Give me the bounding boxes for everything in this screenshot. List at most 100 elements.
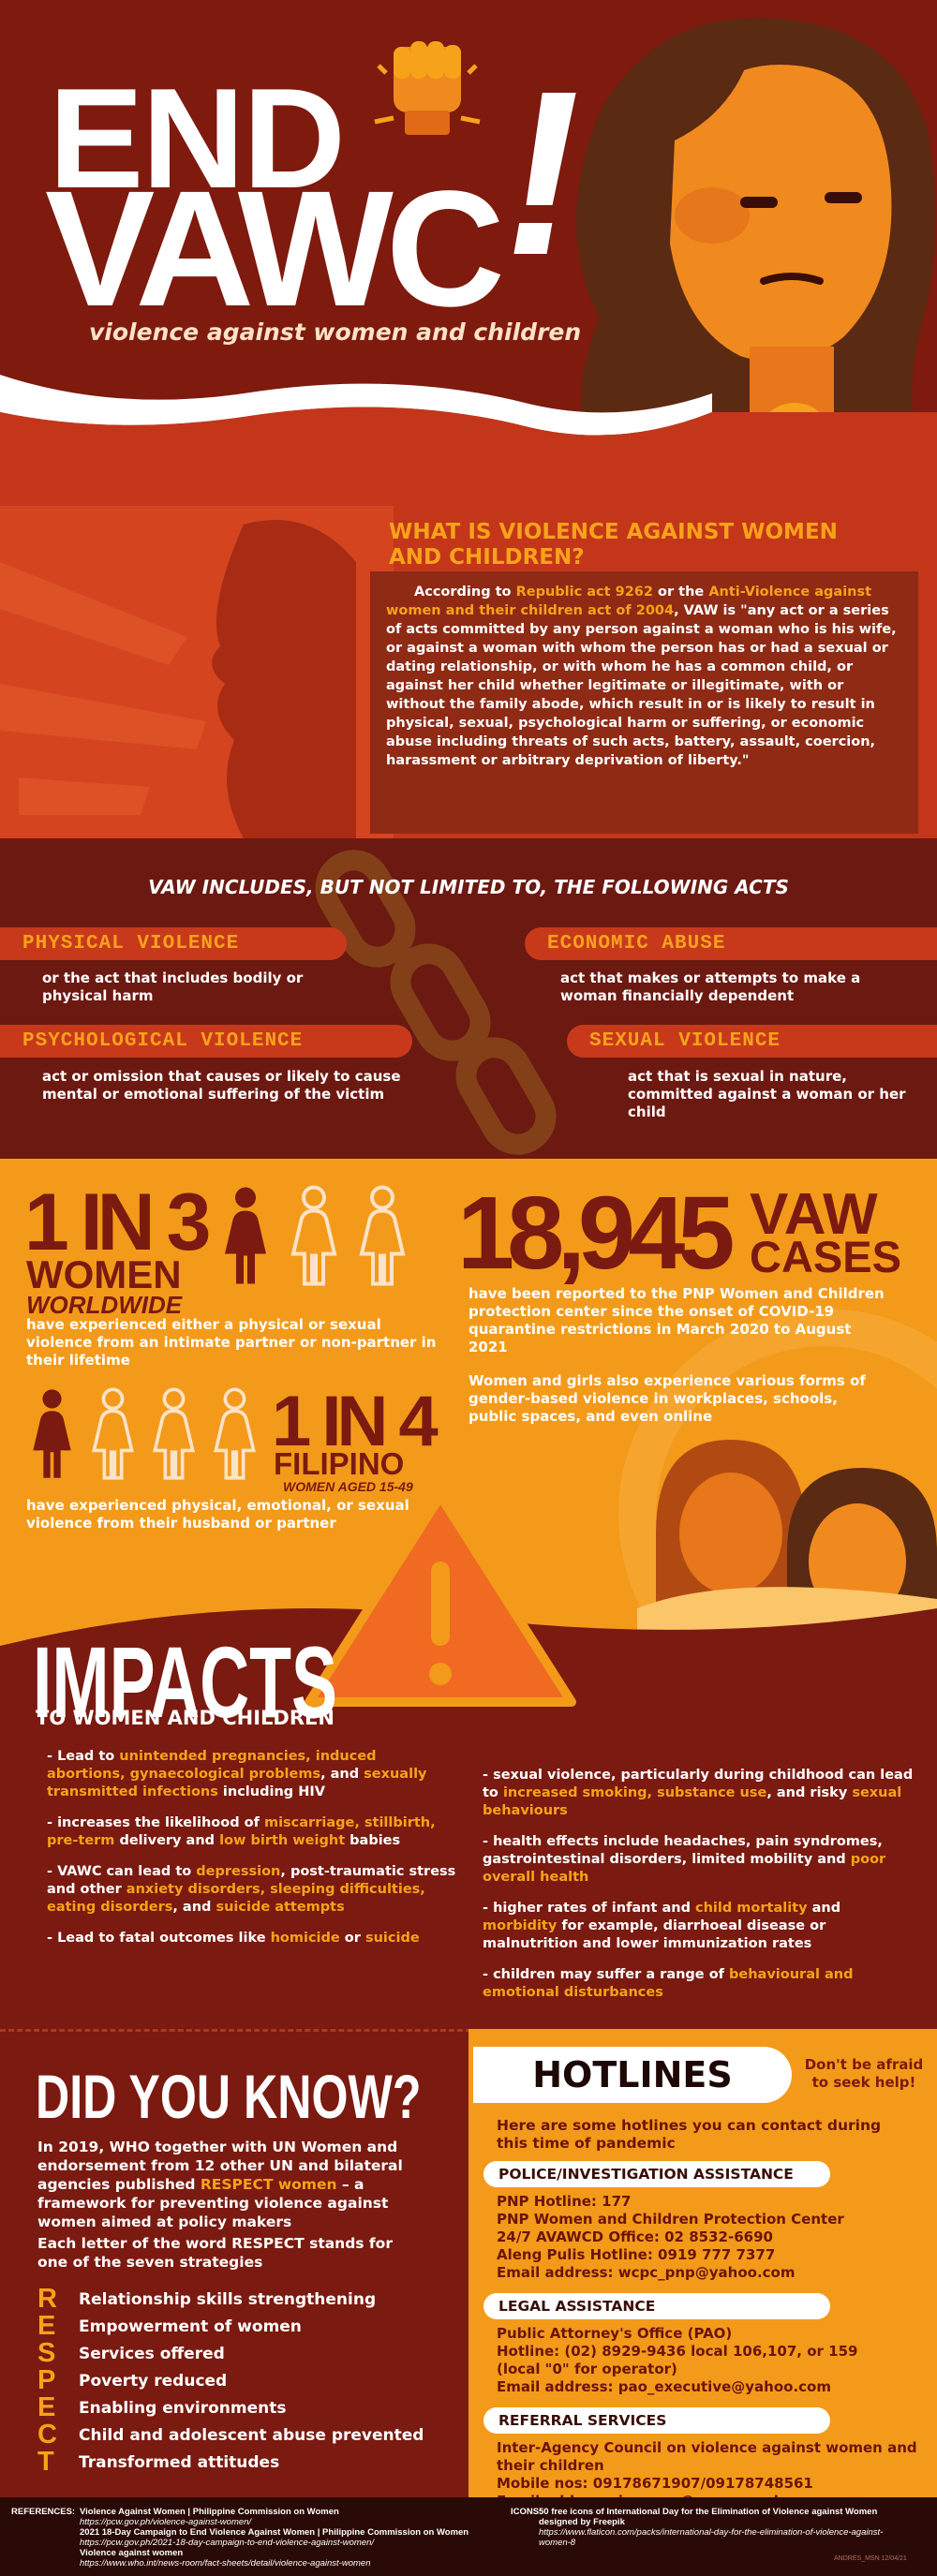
respect-letter: E [37,2392,56,2422]
reference-title: Violence against women [80,2548,184,2558]
stat-note: Women and girls also experience various … [468,1372,866,1425]
stats-bg [0,1159,937,1721]
highlight: sexually transmitted infections [47,1767,427,1799]
act-title: PHYSICAL VIOLENCE [0,927,347,960]
respect-text: Services offered [79,2344,225,2363]
reference-url: https://pcw.gov.ph/violence-against-wome… [80,2517,252,2527]
hotline-line: Public Attorney's Office (PAO) [497,2325,733,2342]
icons-title: 50 free icons of International Day for t… [539,2507,878,2527]
text-segment: and [807,1901,841,1916]
impact-bullet: - health effects include headaches, pain… [483,1833,914,1887]
act-description: act that is sexual in nature, committed … [628,1068,906,1120]
hotline-line: 24/7 AVAWCD Office: 02 8532-6690 [497,2228,773,2245]
stat-number: 18,945 [457,1176,735,1291]
respect-letter: T [37,2447,54,2477]
highlight: RESPECT women [200,2176,337,2193]
highlight: behavioural and emotional disturbances [483,1967,854,2000]
hotline-sections: POLICE/INVESTIGATION ASSISTANCE PNP Hotli… [483,2150,918,2510]
reference-url: https://www.who.int/news-room/fact-sheet… [80,2558,371,2569]
hotlines-intro: Here are some hotlines you can contact d… [497,2117,882,2152]
hotline-line: Email address: wcpc_pnp@yahoo.com [497,2264,796,2281]
stat-scope: WOMEN AGED 15-49 [283,1479,413,1494]
highlight: suicide [364,1931,420,1946]
stat-description: have been reported to the PNP Women and … [468,1285,885,1355]
text-segment: - Lead to [47,1749,120,1764]
act-description: or the act that includes bodily or physi… [42,970,304,1004]
title-line-2: VAWC [45,157,505,341]
text-segment: - Lead to fatal outcomes like [47,1931,271,1946]
act-title: SEXUAL VIOLENCE [567,1025,937,1058]
reference-title: 2021 18-Day Campaign to End Violence Aga… [80,2527,469,2538]
impact-bullet: - higher rates of infant and child morta… [483,1900,914,1953]
respect-letter: R [37,2284,57,2314]
highlight: anxiety disorders, sleeping difficulties… [47,1882,425,1915]
respect-text: Transformed attitudes [79,2452,280,2472]
act-description: act that makes or attempts to make a wom… [560,970,861,1004]
text-segment: - VAWC can lead to [47,1864,197,1879]
respect-text: Child and adolescent abuse prevented [79,2425,424,2445]
respect-row: E Enabling environments [37,2392,459,2422]
highlight: unintended pregnancies, induced abortion… [47,1749,377,1782]
signature: ANDRES_MSN 12/04/21 [834,2555,907,2562]
highlight: low birth weight [219,1833,346,1848]
text-segment: delivery and [114,1833,220,1848]
impact-bullet: - increases the likelihood of miscarriag… [47,1814,459,1850]
highlight: suicide attempts [216,1900,345,1915]
impact-bullet: - VAWC can lead to depression, post-trau… [47,1863,459,1917]
stat-label: VAW [750,1182,878,1247]
respect-text: Enabling environments [79,2398,287,2418]
acts-heading: VAW INCLUDES, BUT NOT LIMITED TO, THE FO… [148,876,789,898]
definition-heading: WHAT IS VIOLENCE AGAINST WOMEN AND CHILD… [389,520,838,570]
respect-letter: S [37,2338,56,2368]
hotline-section-title: REFERRAL SERVICES [483,2407,830,2434]
respect-row: P Poverty reduced [37,2365,459,2395]
respect-text: Relationship skills strengthening [79,2289,377,2309]
impacts-bg [0,1721,937,2030]
impact-bullet: - children may suffer a range of behavio… [483,1966,914,2002]
footer: REFERENCES: Violence Against Women | Phi… [0,2497,937,2576]
text-segment: , and [172,1900,216,1915]
header-art [0,0,937,506]
text-segment: including HIV [217,1784,325,1799]
respect-text: Poverty reduced [79,2371,228,2391]
hotline-section-title: POLICE/INVESTIGATION ASSISTANCE [483,2161,830,2187]
stat-description: have experienced either a physical or se… [26,1316,437,1369]
highlight: Anti-Violence against women and their ch… [386,585,872,618]
highlight: homicide [270,1931,340,1946]
respect-row: S Services offered [37,2338,459,2368]
stat-scope: WORLDWIDE [26,1291,183,1319]
text-segment: - children may suffer a range of [483,1967,730,1982]
text-segment: - higher rates of infant and [483,1901,696,1916]
highlight: poor overall health [483,1852,886,1885]
text-segment: - health effects include headaches, pain… [483,1834,883,1867]
respect-letter: P [37,2365,56,2395]
references: Violence Against Women | Philippine Comm… [80,2507,511,2569]
highlight: child mortality [695,1901,808,1916]
text-segment: or [339,1931,365,1946]
impacts-title: IMPACTS [33,1625,338,1739]
hotline-line: (local "0" for operator) [497,2361,677,2377]
subtitle: violence against women and children [89,318,582,346]
icons-label: ICONS: [511,2507,543,2517]
text-segment: , post-traumatic stress and other [47,1864,456,1897]
highlight: increased smoking, substance use [502,1785,767,1800]
act-title: ECONOMIC ABUSE [525,927,937,960]
did-you-know-intro: Each letter of the word RESPECT stands f… [37,2235,393,2271]
text-segment: babies [345,1833,401,1848]
text-segment: - sexual violence, particularly during c… [483,1768,914,1800]
impact-bullet: - Lead to fatal outcomes like homicide o… [47,1930,459,1947]
stat-group: FILIPINO [274,1446,405,1481]
hotline-line: Mobile nos: 09178671907/09178748561 [497,2475,813,2492]
text-segment: , and [320,1767,364,1782]
acts-bg [0,838,937,1162]
highlight: miscarriage, stillbirth, pre-term [47,1815,436,1848]
hotlines-title: HOTLINES [473,2047,792,2103]
reference-url: https://pcw.gov.ph/2021-18-day-campaign-… [80,2538,375,2548]
highlight: depression [196,1864,281,1879]
text-segment: According to [414,585,516,600]
stat-label: CASES [750,1232,901,1281]
references-label: REFERENCES: [11,2507,76,2517]
definition-paragraph: According to Republic act 9262 or the An… [386,583,906,770]
stat-ratio: 1 IN 3 [24,1177,211,1267]
